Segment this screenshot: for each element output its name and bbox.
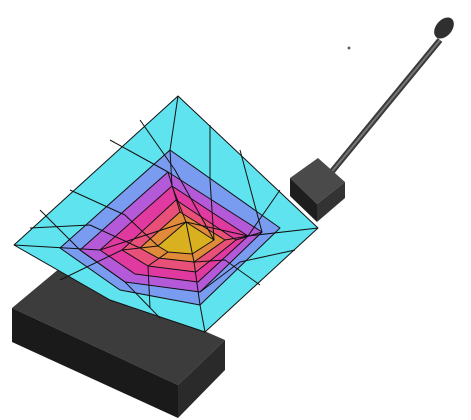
mesh-line: [39, 209, 161, 319]
antenna-base-top: [290, 158, 345, 204]
field-surface: [13, 95, 319, 333]
phone-end: [178, 340, 225, 418]
mesh-line: [235, 149, 263, 241]
mesh-lines: [13, 95, 319, 333]
mesh-line: [29, 224, 141, 249]
phone-top: [12, 268, 225, 385]
mesh-line: [59, 245, 159, 281]
mesh-line: [69, 189, 159, 247]
mesh-line: [139, 119, 215, 241]
mesh-line: [193, 259, 261, 286]
mesh-line: [147, 251, 169, 309]
phone-side: [12, 308, 178, 418]
antenna-knob: [434, 17, 454, 39]
mesh-line: [109, 139, 181, 213]
mesh-line: [209, 125, 215, 241]
speck: [347, 46, 351, 50]
antenna-highlight: [324, 39, 441, 181]
antenna-base-front: [317, 182, 345, 222]
mesh-line: [199, 249, 296, 293]
mesh-line: [169, 95, 206, 333]
mesh-line: [224, 189, 281, 241]
antenna-base-side: [290, 178, 317, 222]
band-yellow: [157, 221, 215, 255]
